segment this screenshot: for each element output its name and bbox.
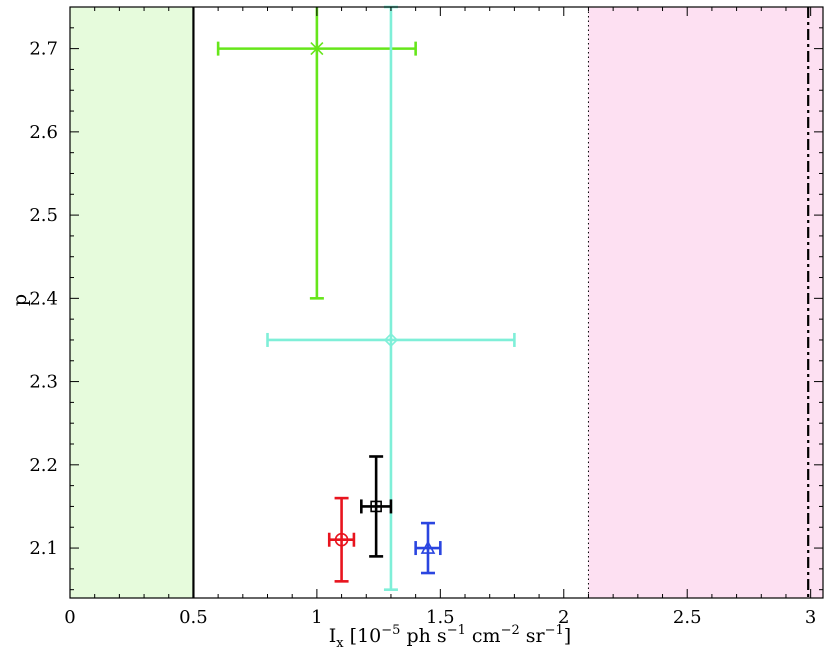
data-point-diamond	[266, 5, 516, 591]
x-label-exp1: −5	[381, 623, 400, 638]
vertical-lines	[192, 7, 810, 598]
x-label-exp4: −1	[545, 623, 564, 638]
x-tick-labels: 0 0.5 1 1.5 2 2.5 3	[64, 607, 816, 628]
plot-frame	[69, 6, 824, 599]
data-points	[216, 5, 516, 591]
y-tick-label: 2.7	[29, 39, 58, 60]
square-marker	[370, 500, 382, 513]
diamond-marker	[383, 332, 399, 348]
x-label-sub: x	[336, 636, 344, 651]
x-label-exp3: −2	[501, 623, 520, 638]
x-tick-label: 0	[64, 607, 75, 628]
shaded-region-0	[70, 7, 194, 598]
y-axis-label: p	[9, 294, 31, 306]
x-axis-label: Ix [10−5 ph s−1 cm−2 sr−1]	[329, 623, 571, 651]
y-tick-labels: 2.1 2.2 2.3 2.4 2.5 2.6 2.7	[29, 39, 58, 559]
x-label-open: [10	[344, 625, 382, 647]
x-tick-label: 2	[558, 607, 569, 628]
y-tick-label: 2.4	[29, 288, 58, 309]
data-point-circle	[327, 496, 356, 583]
y-tick-label: 2.5	[29, 205, 58, 226]
x-label-close: ]	[564, 625, 571, 647]
data-point-square	[360, 455, 393, 558]
shaded-regions	[70, 7, 823, 598]
x-tick-label: 1	[311, 607, 322, 628]
y-tick-label: 2.2	[29, 455, 58, 476]
data-point-triangle	[414, 521, 442, 575]
data-point-asterisk	[216, 7, 417, 300]
x-label-base: I	[329, 625, 337, 647]
x-label-mid3: sr	[520, 625, 546, 647]
x-tick-label: 0.5	[179, 607, 208, 628]
x-tick-label: 2.5	[673, 607, 702, 628]
x-label-mid2: cm	[466, 625, 501, 647]
triangle-marker	[420, 540, 436, 554]
x-label-mid1: ph s	[400, 625, 446, 647]
y-tick-label: 2.3	[29, 372, 58, 393]
shaded-region-1	[588, 7, 823, 598]
x-tick-label: 3	[805, 607, 816, 628]
y-tick-label: 2.6	[29, 122, 58, 143]
circle-marker	[334, 532, 349, 547]
x-label-exp2: −1	[447, 623, 466, 638]
y-tick-label: 2.1	[29, 538, 58, 559]
x-tick-label: 1.5	[426, 607, 455, 628]
